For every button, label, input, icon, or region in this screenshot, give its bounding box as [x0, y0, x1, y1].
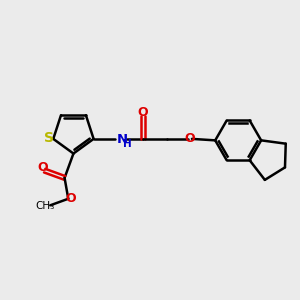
- Text: CH₃: CH₃: [35, 201, 55, 211]
- Text: S: S: [44, 131, 54, 145]
- Text: H: H: [123, 139, 132, 149]
- Text: O: O: [184, 132, 195, 145]
- Text: O: O: [38, 161, 48, 174]
- Text: O: O: [65, 192, 76, 205]
- Text: N: N: [116, 133, 128, 146]
- Text: O: O: [137, 106, 148, 118]
